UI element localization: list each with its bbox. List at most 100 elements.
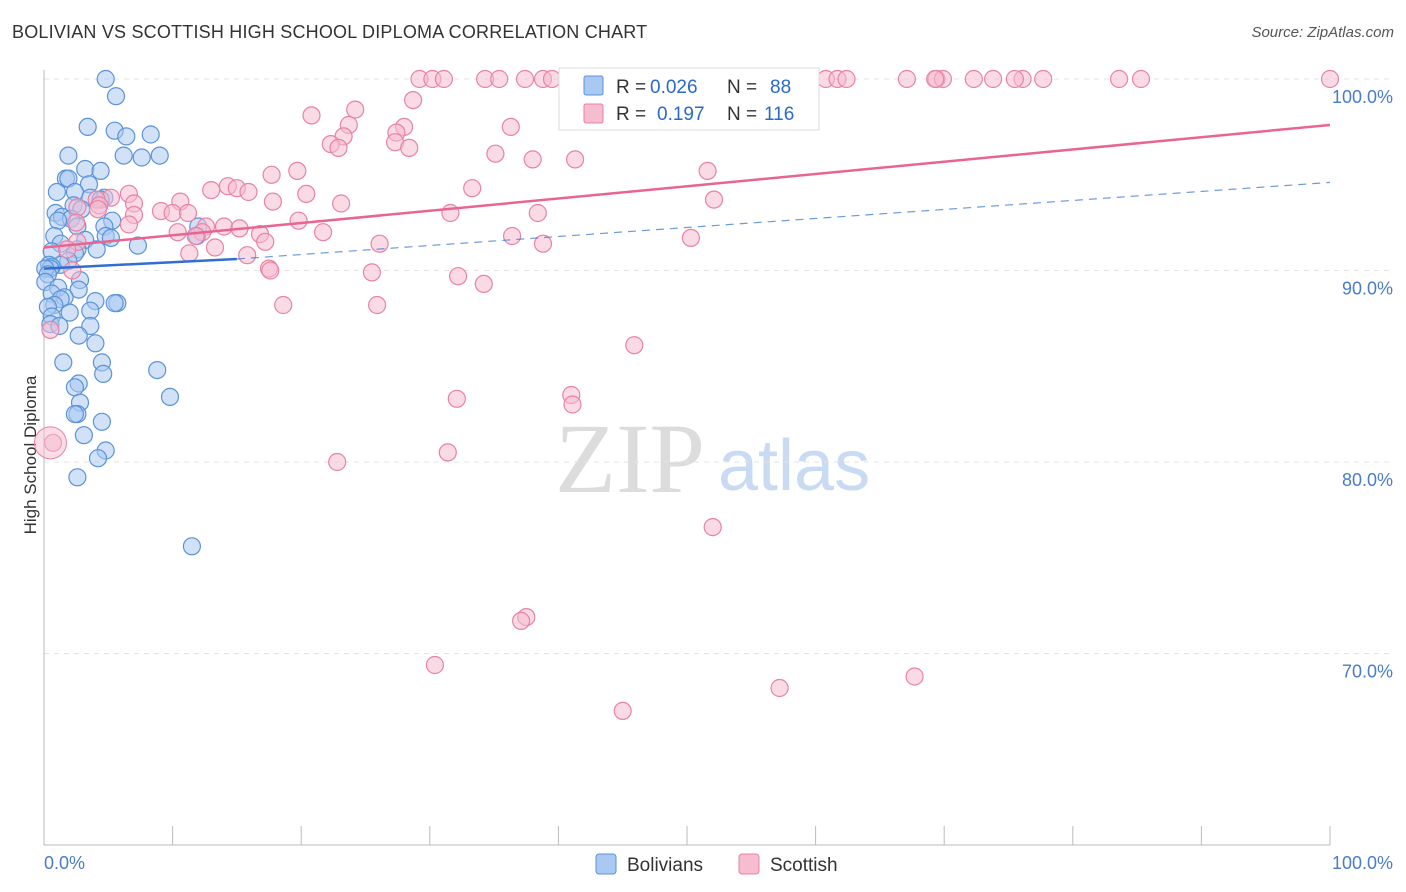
legend-n-value-scottish: 116 (764, 104, 794, 125)
point-bolivians (114, 146, 133, 165)
point-scottish (400, 138, 419, 157)
point-scottish (289, 211, 308, 230)
point-scottish (926, 69, 945, 89)
point-scottish (67, 213, 86, 232)
trend-line-scottish (43, 123, 1331, 249)
point-bolivians (182, 537, 201, 556)
point-scottish (704, 190, 724, 209)
point-bolivians (148, 361, 167, 380)
point-scottish (205, 238, 225, 257)
y-tick-label: 100.0% (1332, 87, 1393, 107)
point-scottish (486, 144, 505, 163)
point-scottish (202, 181, 221, 200)
point-scottish (329, 138, 348, 157)
point-scottish (63, 261, 82, 280)
legend-r-label-scottish: R = (616, 104, 646, 125)
gridlines (44, 78, 1393, 654)
point-scottish (425, 655, 444, 675)
point-scottish (770, 678, 789, 698)
point-bolivians (78, 117, 97, 137)
point-bolivians (68, 468, 87, 487)
point-scottish (57, 240, 77, 259)
y-tick-label: 90.0% (1342, 279, 1393, 299)
point-bolivians (60, 303, 79, 322)
point-bolivians (86, 334, 105, 353)
point-scottish (563, 395, 582, 414)
point-bolivians (59, 146, 78, 165)
bottom-legend-swatch-scottish (738, 853, 760, 875)
point-scottish (214, 217, 234, 236)
point-scottish (1034, 69, 1053, 89)
point-bolivians (87, 240, 106, 259)
point-bolivians (69, 326, 88, 345)
bottom-legend-label-scottish: Scottish (770, 855, 838, 876)
point-scottish (362, 263, 381, 282)
point-scottish (474, 274, 493, 293)
point-scottish (180, 244, 199, 263)
point-bolivians (150, 146, 169, 165)
trend-lines (43, 123, 1331, 270)
point-scottish (501, 117, 520, 137)
legend-n-value-bolivians: 88 (770, 77, 791, 98)
point-scottish (698, 161, 717, 180)
point-scottish (1131, 69, 1151, 89)
point-scottish (490, 69, 509, 89)
point-scottish (346, 100, 365, 119)
point-bolivians (81, 301, 100, 320)
point-bolivians (160, 387, 180, 406)
point-scottish (302, 106, 321, 125)
point-scottish (523, 150, 542, 169)
point-scottish (178, 203, 198, 223)
point-scottish (905, 667, 924, 686)
point-bolivians (128, 236, 147, 255)
point-scottish (964, 69, 983, 89)
point-scottish (274, 295, 293, 315)
point-scottish (68, 198, 87, 217)
point-scottish (511, 611, 531, 631)
point-scottish (1109, 69, 1129, 89)
y-tick-label: 80.0% (1342, 470, 1393, 490)
series-scottish-points (33, 69, 1340, 721)
point-scottish (368, 295, 387, 315)
point-scottish (119, 215, 138, 234)
watermark-atlas: atlas (718, 426, 870, 506)
point-scottish (168, 223, 187, 242)
series-bolivians-points (36, 69, 208, 556)
point-scottish (1320, 69, 1340, 89)
point-scottish (41, 320, 60, 339)
point-scottish (542, 69, 562, 89)
point-scottish (238, 246, 257, 265)
point-scottish (613, 701, 632, 721)
source-label: Source: ZipAtlas.com (1251, 24, 1394, 41)
point-scottish (239, 182, 258, 202)
point-scottish (328, 452, 347, 472)
point-scottish (447, 389, 466, 408)
y-tick-label: 70.0% (1342, 662, 1393, 682)
x-tick-label-max: 100.0% (1332, 853, 1393, 873)
point-bolivians (76, 159, 95, 179)
point-scottish (434, 69, 453, 89)
point-scottish (263, 192, 282, 211)
point-scottish (186, 226, 205, 246)
point-bolivians (101, 228, 121, 247)
point-scottish (449, 267, 468, 286)
point-bolivians (117, 127, 136, 146)
point-bolivians (47, 182, 67, 202)
point-bolivians (96, 69, 115, 89)
legend-r-value-bolivians: 0.026 (650, 77, 698, 98)
bottom-legend-swatch-bolivians (595, 853, 617, 875)
point-scottish (163, 203, 182, 223)
y-axis-title: High School Diploma (21, 375, 40, 534)
series-legend: Bolivians Scottish (595, 853, 838, 876)
chart-title: BOLIVIAN VS SCOTTISH HIGH SCHOOL DIPLOMA… (12, 22, 648, 42)
point-scottish (528, 203, 547, 223)
point-scottish (533, 234, 553, 253)
point-scottish (625, 336, 644, 355)
point-bolivians (48, 211, 68, 230)
point-scottish (983, 69, 1003, 89)
point-bolivians (65, 405, 85, 424)
point-scottish (703, 517, 722, 537)
point-bolivians (105, 294, 124, 313)
point-bolivians (69, 280, 88, 299)
